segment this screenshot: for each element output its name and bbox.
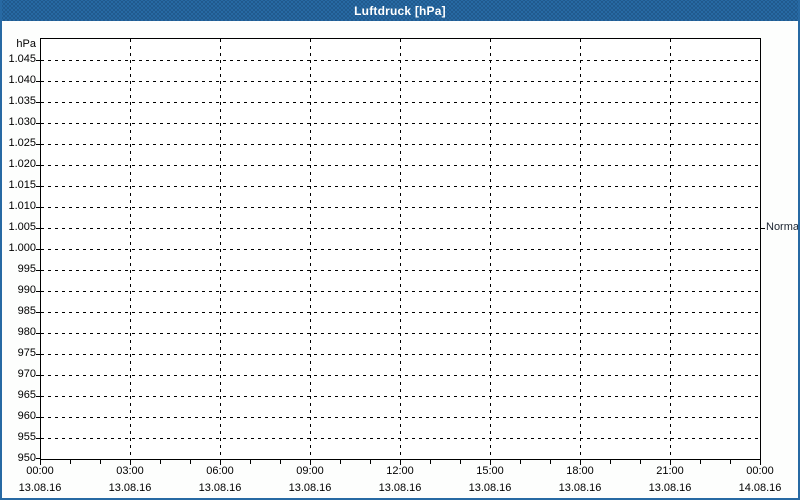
x-gridline [400, 39, 401, 459]
x-axis-tick [250, 460, 251, 464]
x-time-label: 18:00 [566, 465, 594, 477]
y-axis-tick [36, 270, 40, 271]
y-tick-label: 970 [17, 368, 36, 380]
y-axis-tick [36, 417, 40, 418]
y-tick-label: 1.025 [8, 137, 36, 149]
x-axis-tick [340, 460, 341, 464]
x-axis-tick [220, 460, 221, 465]
y-tick-label: 1.020 [8, 158, 36, 170]
x-gridline [490, 39, 491, 459]
x-axis-tick [520, 460, 521, 464]
x-axis-tick [130, 460, 131, 465]
x-axis-tick [310, 460, 311, 465]
x-date-label: 13.08.16 [468, 482, 512, 494]
x-time-label: 03:00 [116, 465, 144, 477]
y-tick-label: 950 [17, 452, 36, 464]
x-axis-tick [580, 460, 581, 465]
window-titlebar: Luftdruck [hPa] [0, 0, 800, 21]
y-tick-label: 1.040 [8, 74, 36, 86]
y-tick-label: 1.005 [8, 221, 36, 233]
y-axis-tick [36, 249, 40, 250]
y-axis-tick [36, 144, 40, 145]
x-axis-tick [730, 460, 731, 464]
y-axis-tick [36, 438, 40, 439]
y-axis-tick [36, 291, 40, 292]
y-tick-label: 975 [17, 347, 36, 359]
y-axis-tick [36, 354, 40, 355]
x-gridline [310, 39, 311, 459]
y-axis-tick [36, 123, 40, 124]
x-gridline [670, 39, 671, 459]
x-time-label: 09:00 [296, 465, 324, 477]
y-axis-tick [36, 333, 40, 334]
y-tick-label: 995 [17, 263, 36, 275]
x-axis-tick [640, 460, 641, 464]
x-date-label: 13.08.16 [198, 482, 242, 494]
x-axis-tick [70, 460, 71, 464]
y-tick-label: 1.035 [8, 95, 36, 107]
x-axis-tick [160, 460, 161, 464]
x-axis-tick [100, 460, 101, 464]
y-tick-label: 1.010 [8, 200, 36, 212]
x-axis-tick [190, 460, 191, 464]
x-date-label: 13.08.16 [378, 482, 422, 494]
y-axis-tick [36, 396, 40, 397]
y-axis-tick [36, 228, 40, 229]
x-date-label: 13.08.16 [558, 482, 602, 494]
plot-area [40, 38, 761, 460]
window-title: Luftdruck [hPa] [354, 3, 446, 18]
x-axis-tick [490, 460, 491, 465]
x-gridline [130, 39, 131, 459]
y-tick-label: 960 [17, 410, 36, 422]
y-axis-tick [36, 165, 40, 166]
x-axis-tick [610, 460, 611, 464]
x-axis-tick [460, 460, 461, 464]
x-axis-tick [760, 460, 761, 465]
x-date-label: 13.08.16 [288, 482, 332, 494]
y-tick-label: 1.000 [8, 242, 36, 254]
normal-marker-label: Normal [766, 221, 800, 233]
x-date-label: 14.08.16 [738, 482, 782, 494]
x-time-label: 06:00 [206, 465, 234, 477]
x-axis-tick [550, 460, 551, 464]
x-axis-tick [40, 460, 41, 465]
x-time-label: 21:00 [656, 465, 684, 477]
x-time-label: 00:00 [746, 465, 774, 477]
x-date-label: 13.08.16 [18, 482, 62, 494]
y-axis-tick [36, 375, 40, 376]
y-tick-label: 1.030 [8, 116, 36, 128]
x-date-label: 13.08.16 [108, 482, 152, 494]
x-time-label: 15:00 [476, 465, 504, 477]
y-axis-tick [36, 186, 40, 187]
y-tick-label: 980 [17, 326, 36, 338]
x-axis-tick [670, 460, 671, 465]
x-axis-tick [370, 460, 371, 464]
y-axis-tick [36, 60, 40, 61]
x-axis-tick [700, 460, 701, 464]
y-axis-unit-label: hPa [16, 38, 36, 50]
y-tick-label: 965 [17, 389, 36, 401]
y-axis-tick [36, 312, 40, 313]
y-axis-tick [36, 458, 40, 459]
y-axis-tick [36, 102, 40, 103]
x-time-label: 12:00 [386, 465, 414, 477]
x-date-label: 13.08.16 [648, 482, 692, 494]
normal-marker-tick [761, 228, 765, 229]
x-axis-tick [430, 460, 431, 464]
x-axis-tick [400, 460, 401, 465]
y-tick-label: 1.045 [8, 53, 36, 65]
y-tick-label: 985 [17, 305, 36, 317]
x-gridline [580, 39, 581, 459]
y-axis-tick [36, 207, 40, 208]
y-tick-label: 990 [17, 284, 36, 296]
x-axis-tick [280, 460, 281, 464]
x-time-label: 00:00 [26, 465, 54, 477]
y-axis-tick [36, 81, 40, 82]
y-tick-label: 955 [17, 431, 36, 443]
y-tick-label: 1.015 [8, 179, 36, 191]
x-gridline [220, 39, 221, 459]
